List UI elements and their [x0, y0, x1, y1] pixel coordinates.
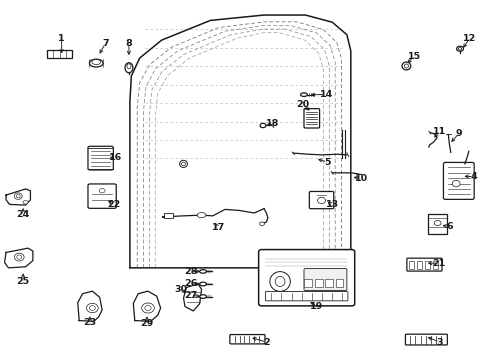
Text: 2: 2 [263, 338, 269, 347]
Text: 7: 7 [102, 39, 109, 48]
Bar [314, 279, 322, 287]
Text: 16: 16 [109, 153, 122, 162]
Bar [432, 261, 437, 269]
Text: 15: 15 [407, 52, 420, 61]
Text: 21: 21 [431, 259, 444, 268]
FancyBboxPatch shape [258, 249, 354, 306]
Ellipse shape [142, 303, 154, 313]
Text: 10: 10 [354, 175, 367, 184]
Ellipse shape [92, 59, 101, 64]
Ellipse shape [199, 295, 206, 298]
Bar [335, 279, 343, 287]
Ellipse shape [199, 282, 206, 286]
Ellipse shape [197, 213, 205, 218]
Text: 6: 6 [445, 222, 452, 231]
Ellipse shape [404, 64, 408, 68]
Ellipse shape [89, 306, 95, 310]
Text: 4: 4 [469, 172, 476, 181]
Text: 13: 13 [325, 200, 338, 209]
Text: 3: 3 [435, 338, 442, 347]
Ellipse shape [456, 46, 463, 51]
Ellipse shape [127, 64, 131, 69]
Text: 26: 26 [184, 279, 197, 288]
Text: 24: 24 [17, 210, 30, 219]
FancyBboxPatch shape [88, 184, 116, 208]
Ellipse shape [125, 63, 133, 73]
Ellipse shape [457, 48, 461, 50]
Ellipse shape [86, 303, 98, 313]
Ellipse shape [433, 221, 440, 226]
Text: 23: 23 [83, 318, 96, 327]
Bar [408, 261, 413, 269]
FancyBboxPatch shape [309, 192, 333, 209]
Bar [416, 261, 421, 269]
Ellipse shape [259, 222, 264, 226]
Ellipse shape [181, 162, 185, 166]
Ellipse shape [260, 123, 265, 128]
Bar [163, 213, 172, 219]
Text: 5: 5 [324, 158, 330, 167]
Ellipse shape [23, 201, 28, 204]
Ellipse shape [14, 193, 22, 199]
Text: 29: 29 [140, 319, 153, 328]
Ellipse shape [144, 306, 151, 311]
Text: 22: 22 [107, 200, 120, 209]
FancyBboxPatch shape [304, 269, 346, 291]
Ellipse shape [275, 276, 285, 287]
Text: 27: 27 [184, 291, 197, 300]
Bar [424, 261, 429, 269]
Text: 19: 19 [309, 302, 323, 311]
Ellipse shape [14, 253, 24, 261]
Ellipse shape [16, 194, 20, 198]
Text: 8: 8 [125, 39, 132, 48]
Text: 25: 25 [17, 276, 30, 285]
Text: 28: 28 [184, 267, 197, 276]
Text: 12: 12 [462, 34, 475, 43]
Bar [427, 214, 447, 234]
Ellipse shape [179, 160, 187, 167]
FancyBboxPatch shape [405, 334, 447, 345]
Text: 20: 20 [296, 100, 309, 109]
Ellipse shape [269, 272, 290, 291]
Text: 30: 30 [174, 285, 187, 294]
FancyBboxPatch shape [304, 109, 319, 128]
Ellipse shape [99, 189, 105, 193]
Text: 17: 17 [211, 223, 224, 232]
Text: 14: 14 [319, 90, 332, 99]
Ellipse shape [17, 255, 21, 259]
Text: 18: 18 [265, 119, 279, 128]
Ellipse shape [401, 62, 410, 70]
FancyBboxPatch shape [443, 162, 473, 199]
Text: 9: 9 [455, 129, 462, 138]
Text: 11: 11 [432, 127, 445, 136]
Bar [47, 50, 72, 58]
Ellipse shape [199, 270, 206, 273]
FancyBboxPatch shape [229, 334, 264, 344]
Ellipse shape [300, 93, 307, 96]
Bar [304, 279, 312, 287]
Ellipse shape [89, 59, 103, 67]
FancyBboxPatch shape [265, 292, 347, 301]
Ellipse shape [317, 197, 325, 204]
FancyBboxPatch shape [88, 146, 113, 170]
Bar [325, 279, 332, 287]
Text: 1: 1 [58, 34, 65, 43]
Ellipse shape [451, 180, 459, 187]
FancyBboxPatch shape [406, 258, 441, 271]
